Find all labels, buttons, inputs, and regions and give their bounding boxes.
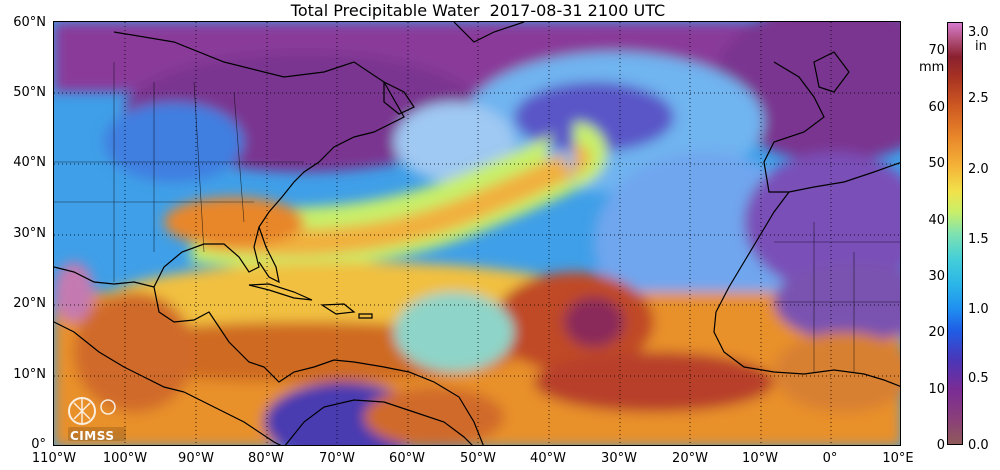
moisture-field (54, 22, 900, 445)
colorbar-in-1-5: 1.5 (968, 232, 989, 247)
lat-label-0: 0° (31, 437, 46, 452)
lon-label-60w: 60°W (389, 451, 425, 466)
colorbar-mm-30: 30 (928, 269, 945, 284)
colorbar-mm-10: 10 (928, 382, 945, 397)
lon-label-10e: 10°E (882, 451, 914, 466)
lat-label-20n: 20°N (13, 296, 46, 311)
colorbar-mm-50: 50 (928, 156, 945, 171)
lat-label-50n: 50°N (13, 85, 46, 100)
lon-label-80w: 80°W (248, 451, 284, 466)
colorbar-mm-70: 70 (928, 43, 945, 58)
colorbar (947, 22, 963, 445)
tpw-map (53, 21, 901, 446)
colorbar-mm-0: 0 (936, 438, 945, 453)
colorbar-in-0-5: 0.5 (968, 371, 989, 386)
lat-label-40n: 40°N (13, 155, 46, 170)
political-boundaries (54, 62, 900, 372)
colorbar-in-unit: in (975, 39, 987, 54)
lon-label-70w: 70°W (319, 451, 355, 466)
lon-label-20w: 20°W (672, 451, 708, 466)
colorbar-in-2-5: 2.5 (968, 91, 989, 106)
lon-label-50w: 50°W (460, 451, 496, 466)
cimss-logo-text: CIMSS (70, 429, 115, 443)
lon-label-40w: 40°W (530, 451, 566, 466)
colorbar-mm-60: 60 (928, 100, 945, 115)
colorbar-in-2-0: 2.0 (968, 162, 989, 177)
colorbar-in-0-0: 0.0 (968, 438, 989, 453)
lon-label-90w: 90°W (178, 451, 214, 466)
lon-label-100w: 100°W (102, 451, 148, 466)
colorbar-in-1-0: 1.0 (968, 302, 989, 317)
cimss-logo-icon (68, 397, 126, 441)
colorbar-mm-unit: mm (919, 60, 945, 75)
colorbar-in-3-0: 3.0 (968, 25, 989, 40)
colorbar-mm-40: 40 (928, 213, 945, 228)
lat-label-30n: 30°N (13, 226, 46, 241)
coastlines (54, 22, 900, 445)
lon-label-10w: 10°W (742, 451, 778, 466)
lat-label-60n: 60°N (13, 15, 46, 30)
lon-label-110w: 110°W (31, 451, 77, 466)
map-title: Total Precipitable Water 2017-08-31 2100… (290, 1, 666, 20)
tpw-map-svg (54, 22, 900, 445)
lon-label-0: 0° (822, 451, 838, 466)
colorbar-mm-20: 20 (928, 325, 945, 340)
lat-label-10n: 10°N (13, 367, 46, 382)
lon-label-30w: 30°W (601, 451, 637, 466)
graticule (54, 22, 900, 445)
